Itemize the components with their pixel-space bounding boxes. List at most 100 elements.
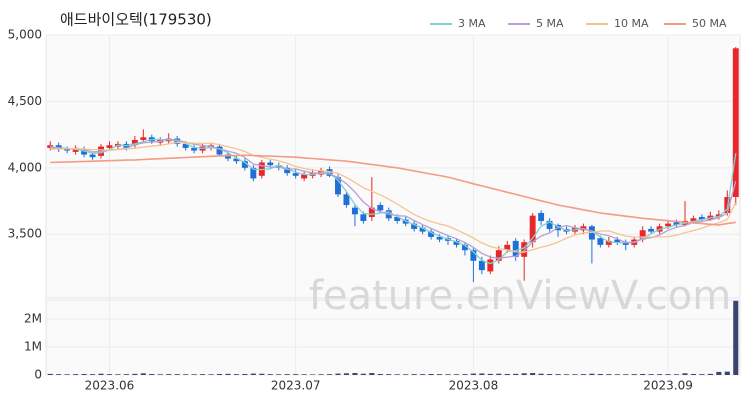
volume-bar bbox=[614, 374, 620, 375]
candle-body bbox=[521, 242, 528, 257]
candle-body bbox=[292, 173, 299, 176]
y-tick-label: 3,500 bbox=[8, 227, 42, 241]
volume-bar bbox=[504, 374, 510, 375]
volume-panel bbox=[45, 299, 741, 376]
volume-bar bbox=[318, 374, 324, 375]
volume-bar bbox=[479, 373, 485, 375]
volume-bar bbox=[707, 373, 713, 375]
volume-bar bbox=[326, 374, 333, 375]
volume-bar bbox=[233, 374, 239, 375]
volume-bar bbox=[648, 374, 654, 375]
volume-bar bbox=[394, 374, 400, 375]
volume-bar bbox=[132, 373, 138, 375]
volume-bar bbox=[267, 374, 273, 375]
candle-body bbox=[343, 194, 350, 206]
volume-bar bbox=[428, 374, 434, 375]
candle-body bbox=[131, 139, 138, 146]
candle-body bbox=[140, 137, 147, 140]
y-tick-label: 1M bbox=[24, 340, 42, 354]
volume-bar bbox=[462, 374, 468, 375]
volume-bar bbox=[73, 374, 79, 375]
y-tick-label: 2M bbox=[24, 312, 42, 326]
volume-bar bbox=[563, 374, 570, 375]
candle-body bbox=[55, 145, 62, 150]
volume-bar bbox=[377, 374, 383, 375]
candle-body bbox=[182, 143, 189, 148]
volume-bar bbox=[733, 300, 739, 375]
candle-body bbox=[72, 147, 79, 152]
volume-bar bbox=[343, 373, 349, 375]
candle-body bbox=[605, 240, 612, 245]
volume-bar bbox=[403, 374, 409, 375]
x-tick-label: 2023.08 bbox=[449, 379, 499, 393]
volume-bar bbox=[47, 373, 53, 375]
candle-body bbox=[394, 216, 401, 221]
volume-bar bbox=[208, 374, 214, 375]
volume-bar bbox=[665, 374, 671, 375]
candle-body bbox=[614, 239, 621, 243]
volume-bar bbox=[513, 373, 519, 375]
legend-label: 10 MA bbox=[614, 17, 649, 30]
candle-body bbox=[216, 146, 223, 155]
candle-body bbox=[241, 161, 248, 168]
volume-bar bbox=[640, 374, 646, 375]
volume-bar bbox=[98, 373, 104, 375]
volume-bar bbox=[200, 374, 206, 375]
candle-body bbox=[360, 214, 367, 221]
volume-bar bbox=[530, 373, 536, 375]
volume-bar bbox=[589, 373, 595, 375]
volume-bar bbox=[657, 374, 663, 375]
volume-bar bbox=[166, 374, 172, 375]
candle-body bbox=[648, 228, 655, 232]
candle-body bbox=[411, 223, 418, 229]
volume-bar bbox=[547, 374, 553, 375]
volume-bar bbox=[690, 374, 696, 375]
volume-bar bbox=[259, 373, 265, 375]
volume-bar bbox=[284, 374, 290, 375]
volume-bar bbox=[682, 373, 688, 375]
candle-body bbox=[673, 222, 680, 225]
volume-bar bbox=[115, 374, 121, 375]
candle-body bbox=[512, 240, 519, 257]
candle-body bbox=[639, 230, 646, 240]
x-tick-label: 2023.07 bbox=[271, 379, 321, 393]
volume-bar bbox=[140, 373, 146, 375]
candle-body bbox=[284, 167, 291, 174]
candle-body bbox=[89, 154, 96, 158]
volume-bar bbox=[301, 374, 307, 375]
candle-body bbox=[64, 149, 71, 151]
legend-label: 50 MA bbox=[692, 17, 727, 30]
candle-body bbox=[191, 147, 198, 151]
candle-body bbox=[377, 205, 384, 211]
volume-bar bbox=[673, 374, 680, 375]
candle-body bbox=[81, 149, 88, 155]
candle-body bbox=[428, 231, 435, 237]
candle-body bbox=[233, 158, 240, 162]
x-tick-label: 2023.06 bbox=[85, 379, 135, 393]
volume-bar bbox=[183, 374, 189, 375]
watermark: feature.enViewV.com bbox=[309, 273, 731, 319]
candle-body bbox=[351, 207, 358, 215]
volume-bar bbox=[470, 373, 476, 375]
volume-bar bbox=[487, 373, 493, 375]
volume-bar bbox=[496, 373, 502, 375]
volume-bar bbox=[191, 374, 197, 375]
candle-body bbox=[470, 250, 477, 261]
candle-body bbox=[335, 177, 341, 195]
volume-bar bbox=[250, 373, 256, 375]
volume-bar bbox=[572, 374, 578, 375]
candle-body bbox=[106, 145, 113, 148]
volume-bar bbox=[149, 374, 155, 375]
volume-bar bbox=[437, 374, 443, 375]
candle-body bbox=[504, 244, 511, 251]
volume-bar bbox=[699, 374, 705, 375]
volume-bar bbox=[631, 374, 637, 375]
volume-bar bbox=[174, 374, 180, 375]
volume-bar bbox=[225, 373, 231, 375]
volume-bar bbox=[724, 371, 730, 375]
candle-body bbox=[622, 242, 629, 245]
volume-bar bbox=[538, 373, 544, 375]
candle-body bbox=[732, 48, 739, 198]
volume-bar bbox=[216, 374, 223, 375]
